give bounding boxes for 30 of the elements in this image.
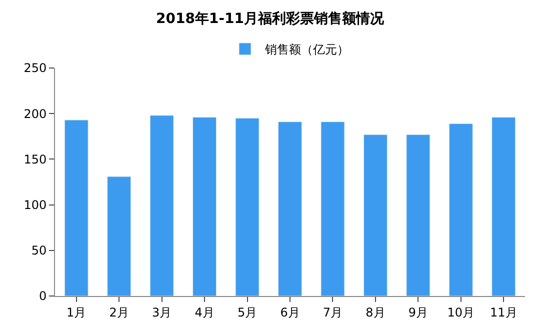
bar <box>64 120 88 296</box>
x-tick-label: 4月 <box>194 305 214 320</box>
y-tick-label: 50 <box>31 244 47 258</box>
y-tick-label: 100 <box>24 198 47 212</box>
bar <box>406 134 430 296</box>
bar <box>278 122 302 296</box>
y-tick-label: 0 <box>38 289 47 304</box>
x-tick-label: 11月 <box>490 305 518 320</box>
x-tick-label: 3月 <box>152 305 172 320</box>
bar <box>192 117 217 296</box>
bar <box>235 118 260 296</box>
bar <box>363 134 388 296</box>
bar <box>448 123 473 296</box>
bar <box>107 176 132 296</box>
x-tick-label: 1月 <box>66 305 86 320</box>
bar <box>320 122 345 296</box>
bar <box>492 117 516 296</box>
bar <box>150 115 174 296</box>
x-tick-label: 10月 <box>447 305 475 320</box>
x-tick-label: 5月 <box>237 305 258 320</box>
x-tick-label: 8月 <box>366 305 386 320</box>
x-tick-label: 7月 <box>322 305 343 320</box>
x-tick-label: 2月 <box>109 305 129 320</box>
y-tick-label: 250 <box>24 61 47 76</box>
legend-label: 销售额（亿元） <box>264 42 349 57</box>
y-tick-label: 150 <box>24 152 47 166</box>
x-tick-label: 6月 <box>280 305 300 320</box>
x-tick-label: 9月 <box>408 305 428 320</box>
y-tick-label: 200 <box>24 106 47 121</box>
chart-title: 2018年1-11月福利彩票销售额情况 <box>156 10 385 28</box>
